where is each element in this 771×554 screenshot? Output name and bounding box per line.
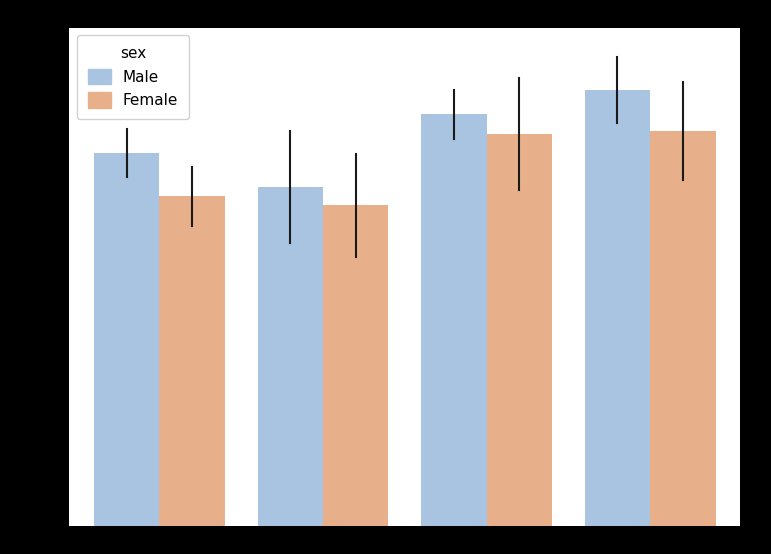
Bar [258, 187, 323, 526]
Bar [160, 197, 225, 526]
Legend: Male, Female: Male, Female [77, 35, 189, 119]
Bar [584, 90, 650, 526]
Bar [94, 153, 160, 526]
Bar [650, 131, 715, 526]
Bar [323, 206, 389, 526]
Bar [421, 115, 487, 526]
Bar [487, 134, 552, 526]
